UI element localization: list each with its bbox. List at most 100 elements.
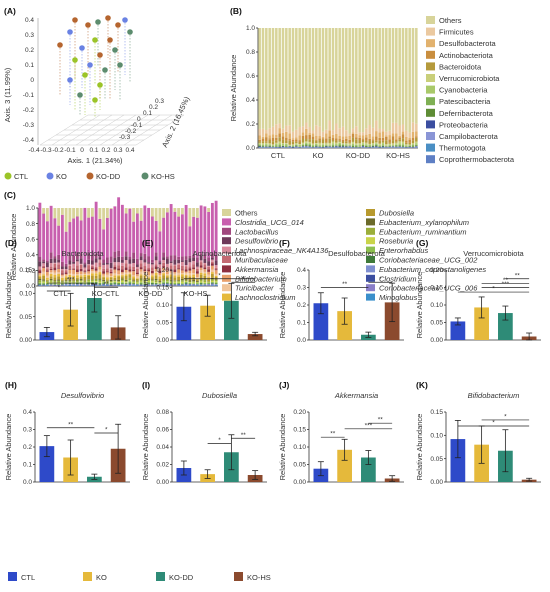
bar-segment: [38, 284, 41, 285]
bar-segment: [181, 273, 184, 274]
bar-segment: [113, 206, 116, 251]
y-tick-label: 0.8: [246, 49, 255, 56]
bar-segment: [355, 143, 358, 144]
bar-segment: [65, 284, 68, 285]
bar-segment: [392, 146, 395, 147]
bar-segment: [295, 143, 298, 144]
bar-segment: [102, 269, 105, 271]
bar-segment: [125, 275, 128, 277]
bar-segment: [42, 267, 45, 268]
bar-segment: [192, 275, 195, 277]
y-tick-label: 0.0: [297, 337, 306, 344]
bar-segment: [402, 124, 405, 131]
bar-segment: [102, 276, 105, 277]
bar-segment: [125, 270, 128, 273]
bar-segment: [196, 282, 199, 283]
bar-segment: [136, 276, 139, 278]
bar-segment: [348, 134, 351, 136]
bar-segment: [177, 281, 180, 282]
bar-segment: [95, 285, 98, 286]
bar-segment: [196, 279, 199, 281]
bar-segment: [318, 147, 321, 148]
bar-segment: [332, 140, 335, 141]
bar-segment: [140, 221, 143, 253]
y-tick-label: 0.00: [156, 337, 169, 344]
bar-segment: [207, 284, 210, 285]
pcoa-point: [72, 57, 78, 63]
bar-segment: [362, 142, 365, 143]
bar-segment: [83, 281, 86, 282]
bar-segment: [125, 260, 128, 263]
bar-segment: [80, 208, 83, 220]
bar-segment: [258, 129, 261, 136]
bar-segment: [38, 266, 41, 269]
bar-segment: [53, 268, 56, 271]
pcoa-point: [122, 17, 128, 23]
bar-segment: [322, 138, 325, 139]
bar-segment: [155, 279, 158, 280]
bar-segment: [265, 28, 268, 130]
bar-segment: [125, 252, 128, 257]
bar-segment: [415, 138, 418, 142]
bar-segment: [42, 276, 45, 279]
bar-segment: [305, 141, 308, 142]
bar-segment: [305, 135, 308, 139]
bar-segment: [262, 146, 265, 147]
bar-segment: [95, 279, 98, 280]
bar-segment: [132, 275, 135, 276]
bar-segment: [177, 273, 180, 276]
bar-segment: [285, 28, 288, 126]
significance-label: *: [504, 413, 507, 420]
legend-label: Clostridia_UCG_014: [235, 218, 304, 227]
bar-segment: [121, 275, 124, 276]
bar-segment: [200, 205, 203, 253]
bar-segment: [392, 136, 395, 140]
bar-segment: [53, 263, 56, 264]
bar-segment: [262, 137, 265, 139]
y-tick-label: 0.00: [293, 479, 306, 486]
bar-segment: [95, 202, 98, 254]
bar-segment: [415, 145, 418, 146]
panel-letter: (D): [5, 238, 17, 248]
y-tick-label: 0.02: [156, 462, 169, 469]
bar-segment: [292, 138, 295, 140]
bar-segment: [95, 263, 98, 267]
bar-segment: [315, 140, 318, 141]
bar-segment: [382, 143, 385, 145]
bar-segment: [215, 284, 218, 285]
bar-segment: [38, 203, 41, 257]
y-axis-label: Relative Abundance: [4, 272, 13, 339]
bar-segment: [412, 132, 415, 138]
bar-segment: [258, 147, 261, 148]
bar-segment: [87, 276, 90, 279]
bar-segment: [113, 275, 116, 278]
bar-segment: [113, 281, 116, 282]
bar-segment: [295, 147, 298, 148]
bar-segment: [128, 208, 131, 209]
bar-segment: [392, 133, 395, 136]
bar-segment: [38, 279, 41, 280]
bar-segment: [215, 260, 218, 265]
y-tick-label: 0.05: [156, 320, 169, 327]
bar-segment: [203, 269, 206, 272]
bar-segment: [308, 145, 311, 146]
bar-segment: [80, 271, 83, 274]
bar-segment: [80, 269, 83, 271]
bar-segment: [308, 139, 311, 142]
bar-segment: [358, 132, 361, 135]
bar-segment: [302, 145, 305, 146]
y-tick-label: 0.4: [246, 97, 255, 104]
bar-segment: [76, 285, 79, 286]
pcoa-3d-plot: 0.40.30.20.10-0.1-0.2-0.3-0.4-0.4-0.3-0.…: [3, 15, 192, 181]
bar-segment: [72, 262, 75, 264]
legend-swatch: [366, 294, 375, 301]
pcoa-legend-ctl-swatch: [5, 173, 12, 180]
bar-segment: [136, 264, 139, 267]
bar-segment: [121, 283, 124, 284]
bar-segment: [136, 281, 139, 282]
bar-segment: [288, 141, 291, 145]
bar-segment: [128, 274, 131, 278]
bar-segment: [385, 135, 388, 137]
bar-segment: [125, 256, 128, 260]
pcoa-point: [67, 77, 73, 83]
